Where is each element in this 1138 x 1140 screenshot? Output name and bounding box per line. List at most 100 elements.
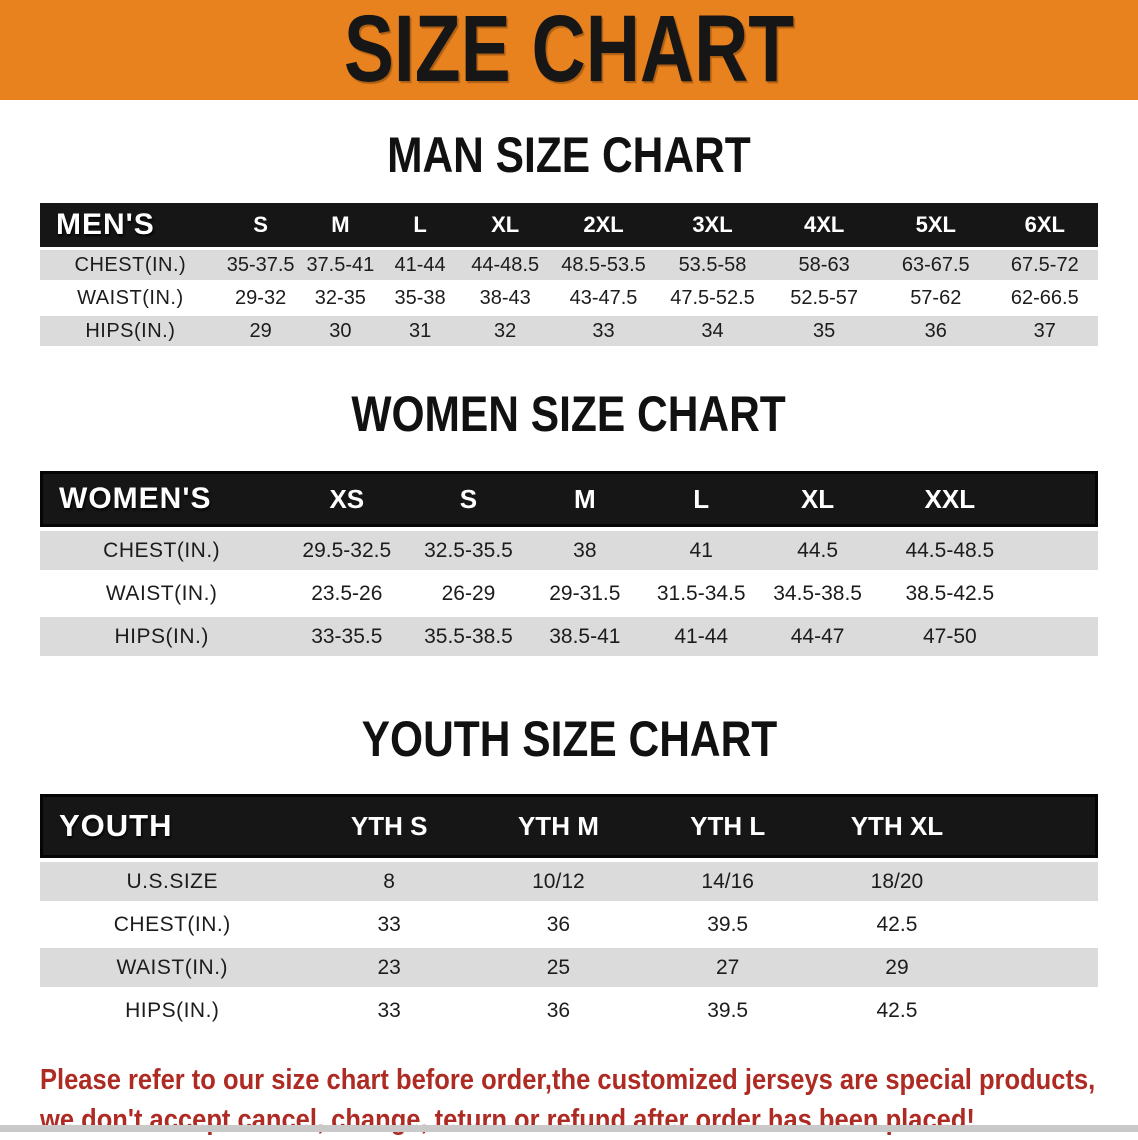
womens-table-label: WOMEN'S: [40, 471, 284, 527]
youth-table-label: YOUTH: [40, 794, 305, 858]
cell: 35.5-38.5: [410, 617, 527, 656]
row-label: WAIST(IN.): [40, 283, 221, 313]
mens-size-table: MEN'S S M L XL 2XL 3XL 4XL 5XL 6XL CHEST…: [40, 200, 1098, 349]
cell: 31.5-34.5: [643, 574, 760, 613]
bottom-divider: [0, 1125, 1138, 1132]
cell: 35-38: [380, 283, 460, 313]
cell: 62-66.5: [991, 283, 1098, 313]
mens-col-header-4xl: 4XL: [768, 203, 880, 247]
spacer-cell: [1023, 471, 1098, 527]
youth-size-table: YOUTH YTH S YTH M YTH L YTH XL U.S.SIZE …: [40, 790, 1098, 1034]
cell: 33: [304, 991, 474, 1030]
cell: 36: [473, 991, 644, 1030]
spacer-cell: [1023, 531, 1098, 570]
youth-section-heading: YOUTH SIZE CHART: [40, 710, 1098, 768]
cell: 33: [304, 905, 474, 944]
mens-waist-row: WAIST(IN.) 29-32 32-35 35-38 38-43 43-47…: [40, 283, 1098, 313]
size-chart-banner: SIZE CHART: [0, 0, 1138, 100]
cell: 33: [550, 316, 657, 346]
youth-ussize-row: U.S.SIZE 8 10/12 14/16 18/20: [40, 862, 1098, 901]
cell: 44.5: [759, 531, 876, 570]
cell: 34.5-38.5: [759, 574, 876, 613]
mens-col-header-l: L: [380, 203, 460, 247]
womens-heading-text: WOMEN SIZE CHART: [351, 386, 787, 442]
cell: 10/12: [473, 862, 644, 901]
cell: 57-62: [879, 283, 992, 313]
cell: 32: [459, 316, 551, 346]
youth-chest-row: CHEST(IN.) 33 36 39.5 42.5: [40, 905, 1098, 944]
mens-header-row: MEN'S S M L XL 2XL 3XL 4XL 5XL 6XL: [40, 203, 1098, 247]
youth-col-header-yth-m: YTH M: [473, 794, 644, 858]
womens-size-table: WOMEN'S XS S M L XL XXL CHEST(IN.) 29.5-…: [40, 467, 1098, 660]
womens-col-header-l: L: [643, 471, 760, 527]
cell: 29: [220, 316, 301, 346]
cell: 38.5-42.5: [875, 574, 1024, 613]
spacer-cell: [981, 905, 1098, 944]
cell: 58-63: [768, 250, 880, 280]
row-label: HIPS(IN.): [40, 991, 305, 1030]
mens-col-header-s: S: [220, 203, 301, 247]
womens-hips-row: HIPS(IN.) 33-35.5 35.5-38.5 38.5-41 41-4…: [40, 617, 1098, 656]
cell: 48.5-53.5: [550, 250, 657, 280]
cell: 39.5: [643, 991, 813, 1030]
youth-header-row: YOUTH YTH S YTH M YTH L YTH XL: [40, 794, 1098, 858]
cell: 31: [380, 316, 460, 346]
cell: 23: [304, 948, 474, 987]
spacer-cell: [981, 991, 1098, 1030]
cell: 26-29: [410, 574, 527, 613]
cell: 41: [643, 531, 760, 570]
mens-col-header-3xl: 3XL: [656, 203, 769, 247]
row-label: U.S.SIZE: [40, 862, 305, 901]
cell: 47-50: [875, 617, 1024, 656]
womens-section-heading: WOMEN SIZE CHART: [40, 385, 1098, 443]
disclaimer-line-1: Please refer to our size chart before or…: [40, 1064, 1096, 1096]
mens-heading-text: MAN SIZE CHART: [387, 127, 751, 183]
mens-col-header-6xl: 6XL: [991, 203, 1098, 247]
row-label: HIPS(IN.): [40, 316, 221, 346]
cell: 43-47.5: [550, 283, 657, 313]
cell: 44-48.5: [459, 250, 551, 280]
cell: 39.5: [643, 905, 813, 944]
cell: 18/20: [812, 862, 982, 901]
cell: 32-35: [300, 283, 381, 313]
mens-chest-row: CHEST(IN.) 35-37.5 37.5-41 41-44 44-48.5…: [40, 250, 1098, 280]
womens-waist-row: WAIST(IN.) 23.5-26 26-29 29-31.5 31.5-34…: [40, 574, 1098, 613]
cell: 32.5-35.5: [410, 531, 527, 570]
cell: 29-32: [220, 283, 301, 313]
cell: 29-31.5: [526, 574, 644, 613]
disclaimer: Please refer to our size chart before or…: [0, 1060, 1138, 1140]
womens-col-header-xl: XL: [759, 471, 876, 527]
womens-chest-row: CHEST(IN.) 29.5-32.5 32.5-35.5 38 41 44.…: [40, 531, 1098, 570]
cell: 38: [526, 531, 644, 570]
row-label: WAIST(IN.): [40, 574, 284, 613]
row-label: HIPS(IN.): [40, 617, 284, 656]
cell: 36: [879, 316, 992, 346]
cell: 52.5-57: [768, 283, 880, 313]
banner-title: SIZE CHART: [343, 0, 795, 100]
cell: 33-35.5: [283, 617, 411, 656]
spacer-cell: [1023, 617, 1098, 656]
mens-section-heading: MAN SIZE CHART: [40, 126, 1098, 184]
cell: 27: [643, 948, 813, 987]
cell: 44.5-48.5: [875, 531, 1024, 570]
cell: 14/16: [643, 862, 813, 901]
youth-col-header-yth-s: YTH S: [304, 794, 474, 858]
cell: 63-67.5: [879, 250, 992, 280]
cell: 41-44: [380, 250, 460, 280]
cell: 44-47: [759, 617, 876, 656]
cell: 47.5-52.5: [656, 283, 769, 313]
row-label: CHEST(IN.): [40, 905, 305, 944]
spacer-cell: [981, 948, 1098, 987]
youth-col-header-yth-xl: YTH XL: [812, 794, 982, 858]
row-label: WAIST(IN.): [40, 948, 305, 987]
cell: 29: [812, 948, 982, 987]
womens-col-header-xs: XS: [283, 471, 411, 527]
mens-col-header-m: M: [300, 203, 381, 247]
cell: 37.5-41: [300, 250, 381, 280]
cell: 38-43: [459, 283, 551, 313]
row-label: CHEST(IN.): [40, 250, 221, 280]
page-content: MAN SIZE CHART MEN'S S M L XL 2XL 3XL 4X…: [0, 126, 1138, 1034]
womens-header-row: WOMEN'S XS S M L XL XXL: [40, 471, 1098, 527]
spacer-cell: [1023, 574, 1098, 613]
spacer-cell: [981, 862, 1098, 901]
